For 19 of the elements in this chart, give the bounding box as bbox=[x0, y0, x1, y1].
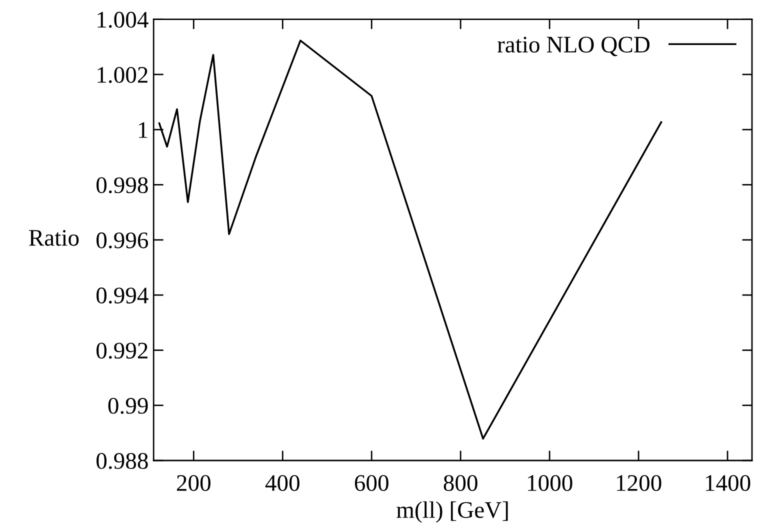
x-tick-label: 800 bbox=[444, 475, 478, 492]
x-tick-label: 400 bbox=[265, 475, 300, 492]
x-tick-label: 600 bbox=[354, 475, 388, 492]
y-tick-label: 0.994 bbox=[96, 288, 148, 304]
y-tick-label: 1 bbox=[139, 122, 148, 138]
x-tick-label: 200 bbox=[176, 475, 210, 492]
x-tick-label: 1400 bbox=[706, 475, 750, 492]
legend-label: ratio NLO QCD bbox=[497, 36, 650, 56]
y-tick-label: 1.002 bbox=[98, 66, 148, 83]
y-axis-title: Ratio bbox=[29, 230, 79, 246]
y-tick-label: 0.99 bbox=[108, 398, 148, 414]
x-tick-label: 1000 bbox=[528, 475, 572, 492]
y-tick-label: 0.998 bbox=[96, 177, 148, 194]
x-tick-label: 1200 bbox=[617, 475, 662, 492]
y-tick-label: 1.004 bbox=[98, 12, 148, 28]
y-tick-label: 0.996 bbox=[96, 232, 148, 248]
y-tick-label: 0.992 bbox=[96, 342, 148, 359]
y-tick-label: 0.988 bbox=[96, 452, 148, 470]
x-axis-title: m(ll) [GeV] bbox=[396, 501, 508, 523]
